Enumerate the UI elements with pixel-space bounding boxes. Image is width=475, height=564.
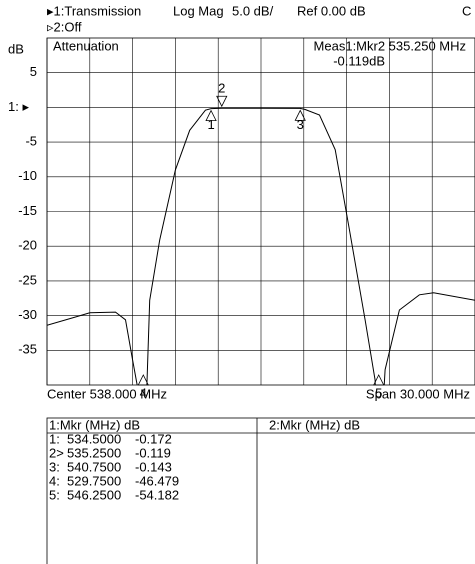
trace2-label: ▹2:Off <box>47 19 82 34</box>
y-tick-label: -30 <box>18 307 37 322</box>
marker-label: 5 <box>375 385 382 400</box>
table-cell: 3: <box>49 459 60 474</box>
marker <box>216 95 228 108</box>
marker-label: 4 <box>140 385 147 400</box>
y-tick-label: 5 <box>30 64 37 79</box>
y-tick-label: -15 <box>18 203 37 218</box>
readout: Meas1:Mkr2 535.250 MHz <box>314 38 466 53</box>
marker <box>373 374 385 386</box>
marker <box>294 109 306 121</box>
center-label: Center 538.000 MHz <box>47 386 167 401</box>
extra-label: C <box>462 3 471 18</box>
table-cell: 1: <box>49 431 60 446</box>
table-cell: 546.2500 <box>67 487 121 502</box>
table-header: 2:Mkr (MHz) dB <box>269 417 360 432</box>
table-cell: 540.7500 <box>67 459 121 474</box>
span-label: Span 30.000 MHz <box>366 386 470 401</box>
format-label: Log Mag <box>173 3 224 18</box>
table-frame <box>46 417 475 564</box>
table-cell: -46.479 <box>135 473 179 488</box>
table-cell: 5: <box>49 487 60 502</box>
marker <box>137 374 149 386</box>
table-cell: 2> <box>49 445 64 460</box>
chart-title: Attenuation <box>53 38 119 53</box>
table-cell: 534.5000 <box>67 431 121 446</box>
y-tick-label: 1: ▸ <box>8 99 29 114</box>
table-cell: -54.182 <box>135 487 179 502</box>
trace1-label: ▸1:Transmission <box>47 3 141 18</box>
scale-label: 5.0 dB/ <box>232 3 274 18</box>
marker-label: 2 <box>218 81 225 96</box>
table-cell: -0.119 <box>135 445 171 460</box>
table-header: 1:Mkr (MHz) dB <box>49 417 140 432</box>
table-cell: 535.2500 <box>67 445 121 460</box>
table-cell: -0.143 <box>135 459 172 474</box>
readout-value: -0.119dB <box>333 53 385 68</box>
marker-label: 3 <box>297 117 304 132</box>
y-tick-label: -35 <box>18 342 37 357</box>
y-tick-label: -10 <box>18 168 37 183</box>
trace <box>47 107 475 385</box>
y-unit: dB <box>8 41 24 56</box>
y-tick-label: -25 <box>18 272 37 287</box>
table-cell: -0.172 <box>135 431 172 446</box>
y-tick-label: -20 <box>18 238 37 253</box>
table-cell: 4: <box>49 473 60 488</box>
y-tick-label: -5 <box>25 134 37 149</box>
marker <box>205 109 217 121</box>
table-cell: 529.7500 <box>67 473 121 488</box>
marker-label: 1 <box>207 117 214 132</box>
ref-label: Ref 0.00 dB <box>297 3 366 18</box>
